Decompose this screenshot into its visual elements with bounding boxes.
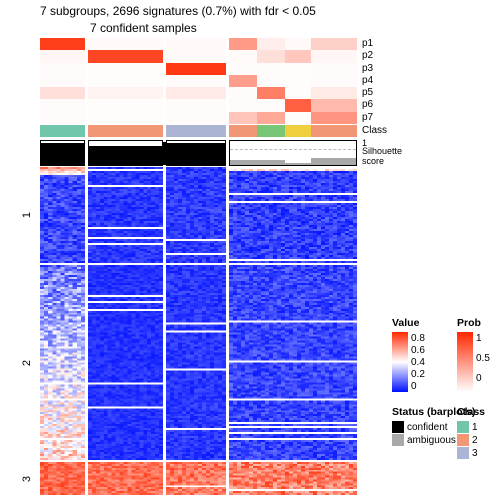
main-heatmap	[40, 167, 360, 495]
prob-colorbar	[457, 332, 473, 392]
prob-row-label: p6	[362, 99, 373, 111]
prob-legend-title: Prob	[457, 317, 490, 330]
probability-annotation-rows	[40, 38, 360, 124]
prob-row-label: p7	[362, 112, 373, 124]
prob-row-label: p5	[362, 87, 373, 99]
prob-colorbar-legend: Prob 10.50	[457, 317, 490, 395]
class-annotation-row	[40, 125, 360, 137]
value-colorbar	[392, 332, 408, 392]
probability-row-labels: p1p2p3p4p5p6p7	[362, 38, 373, 124]
class-legend-item: 2	[457, 434, 485, 447]
silhouette-label: Silhouette	[362, 146, 402, 156]
class-legend-item: 3	[457, 447, 485, 460]
prob-row-label: p1	[362, 38, 373, 50]
silhouette-barplot-row	[40, 140, 360, 166]
class-legend-title: Class	[457, 406, 485, 419]
class-legend-item: 1	[457, 421, 485, 434]
class-legend: Class 123	[457, 406, 485, 460]
prob-colorbar-ticks: 10.50	[476, 332, 490, 395]
value-legend-title: Value	[392, 317, 425, 330]
plot-title: 7 subgroups, 2696 signatures (0.7%) with…	[40, 4, 316, 18]
silhouette-label-2: score	[362, 156, 384, 166]
cluster-label: 1	[21, 212, 33, 218]
plot-subtitle: 7 confident samples	[90, 21, 197, 35]
cluster-label: 3	[21, 475, 33, 481]
value-colorbar-ticks: 0.80.60.40.20	[411, 332, 425, 395]
prob-row-label: p4	[362, 75, 373, 87]
prob-row-label: p3	[362, 63, 373, 75]
class-row-label: Class	[362, 125, 387, 136]
value-colorbar-legend: Value 0.80.60.40.20	[392, 317, 425, 395]
cluster-label: 2	[21, 359, 33, 365]
prob-row-label: p2	[362, 50, 373, 62]
